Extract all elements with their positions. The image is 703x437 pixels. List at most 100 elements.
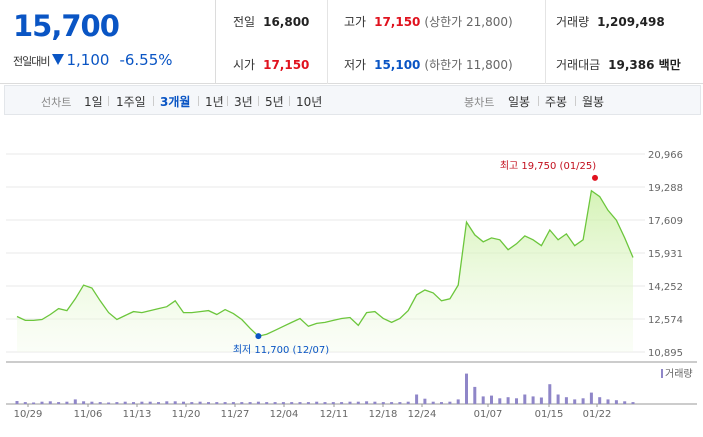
high-value: 17,150	[374, 15, 421, 29]
volume-bar	[556, 394, 560, 404]
x-tick-label: 11/06	[74, 409, 103, 420]
y-axis-labels: 20,966 19,288 17,609 15,931 14,252 12,574 10,8…	[648, 150, 683, 359]
y-tick-label: 20,966	[648, 150, 683, 161]
volume-bar	[365, 401, 369, 404]
volume-bar	[23, 402, 27, 404]
volume-bar	[107, 402, 111, 404]
x-axis-labels: 10/29 11/06 11/13 11/20 11/27 12/04 12/11 12/18…	[14, 404, 612, 420]
volume-bar	[564, 397, 568, 404]
volume-bar	[98, 402, 102, 404]
x-tick-label: 01/07	[474, 409, 503, 420]
volume-bar	[281, 402, 285, 404]
volume-bar	[498, 398, 502, 404]
volume-legend-swatch	[661, 369, 663, 378]
volume-bar	[73, 399, 77, 404]
volume-bar	[65, 401, 69, 404]
volume-legend: 거래량	[665, 368, 693, 380]
low-annotation: 최저 11,700 (12/07)	[233, 344, 329, 356]
candle-monthly-button[interactable]: 월봉	[582, 95, 605, 109]
price-chart: 20,966 19,288 17,609 15,931 14,252 12,574 10,8…	[6, 150, 697, 420]
candle-chart-label: 봉차트	[464, 96, 495, 109]
prev-close-value: 16,800	[263, 15, 310, 29]
volume-bar	[223, 402, 227, 404]
x-tick-label: 01/22	[583, 409, 612, 420]
volume-bar	[265, 402, 269, 404]
low-marker	[255, 333, 262, 340]
volume-bar	[182, 401, 185, 404]
y-tick-label: 19,288	[648, 183, 683, 194]
volume: 거래량 1,209,498	[556, 13, 665, 30]
period-3y-button[interactable]: 3년	[234, 95, 253, 109]
volume-bar	[548, 384, 552, 404]
volume-bar	[273, 402, 277, 404]
volume-bar	[123, 401, 127, 404]
volume-bar	[406, 401, 410, 404]
x-tick-label: 01/15	[535, 409, 564, 420]
volume-bar	[173, 401, 177, 404]
volume-bar	[148, 401, 152, 404]
volume-bar	[248, 402, 252, 404]
volume-bar	[298, 402, 302, 404]
volume-bar	[323, 402, 327, 404]
volume-bar	[473, 386, 477, 404]
volume-bar	[398, 402, 402, 404]
volume-bar	[190, 402, 194, 404]
volume-bar	[531, 396, 535, 404]
period-10y-button[interactable]: 10년	[296, 95, 323, 109]
period-1d-button[interactable]: 1일	[84, 95, 103, 109]
x-tick-label: 12/18	[369, 409, 398, 420]
volume-bar	[490, 395, 493, 404]
upper-limit: (상한가 21,800)	[424, 15, 513, 29]
y-tick-label: 12,574	[648, 315, 683, 326]
volume-label: 거래량	[556, 15, 590, 29]
x-tick-label: 12/11	[320, 409, 349, 420]
volume-bar	[315, 401, 319, 404]
volume-bar	[381, 402, 385, 404]
volume-bar	[15, 401, 19, 404]
volume-bar	[598, 397, 602, 404]
volume-bar	[589, 392, 593, 404]
period-1y-button[interactable]: 1년	[205, 95, 224, 109]
candle-daily-button[interactable]: 일봉	[508, 95, 531, 109]
volume-bar	[356, 401, 360, 404]
volume-bar	[140, 401, 144, 404]
separator	[575, 96, 576, 106]
divider	[545, 0, 546, 84]
change-amount: 1,100	[66, 51, 110, 69]
volume-bar	[256, 401, 260, 404]
volume-value: 1,209,498	[597, 15, 665, 29]
volume-bar	[539, 397, 543, 404]
candle-weekly-button[interactable]: 주봉	[545, 95, 568, 109]
divider	[327, 0, 328, 84]
separator	[108, 96, 109, 106]
period-3m-button[interactable]: 3개월	[160, 95, 191, 109]
quote-panel: 15,700 전일대비 1,100 -6.55% 전일 16,800 고가 17,150…	[0, 0, 703, 84]
volume-bar	[306, 402, 310, 404]
volume-bar	[614, 400, 618, 404]
change-rate: -6.55%	[119, 51, 173, 69]
volume-bar	[465, 373, 468, 404]
separator	[258, 96, 259, 106]
volume-bar	[165, 401, 169, 404]
separator	[538, 96, 539, 106]
day-low: 저가 15,100 (하한가 11,800)	[344, 56, 513, 73]
volume-bar	[207, 402, 210, 404]
period-1w-button[interactable]: 1주일	[116, 95, 146, 109]
volume-bar	[340, 402, 344, 404]
high-label: 고가	[344, 15, 367, 29]
price-box: 15,700 전일대비 1,100 -6.55%	[0, 0, 216, 84]
y-tick-label: 10,895	[648, 348, 683, 359]
open-label: 시가	[233, 58, 256, 72]
volume-bar	[32, 402, 36, 404]
x-tick-label: 11/20	[172, 409, 201, 420]
volume-bar	[240, 402, 244, 404]
period-5y-button[interactable]: 5년	[265, 95, 284, 109]
volume-bar	[40, 401, 44, 404]
current-price: 15,700	[13, 9, 120, 43]
down-triangle-icon	[52, 54, 65, 65]
separator	[227, 96, 228, 106]
volume-bar	[581, 398, 585, 404]
volume-bar	[48, 401, 52, 404]
volume-bar	[198, 401, 202, 404]
x-tick-label: 10/29	[14, 409, 43, 420]
